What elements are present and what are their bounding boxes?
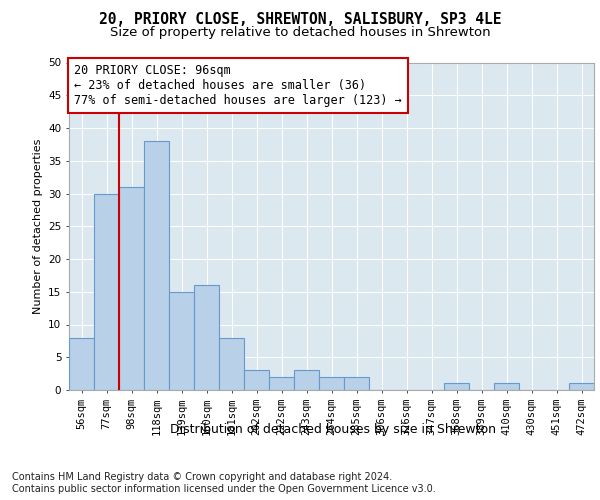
Text: Size of property relative to detached houses in Shrewton: Size of property relative to detached ho…	[110, 26, 490, 39]
Bar	[244, 370, 269, 390]
Bar	[219, 338, 244, 390]
Bar	[444, 384, 469, 390]
Text: 20, PRIORY CLOSE, SHREWTON, SALISBURY, SP3 4LE: 20, PRIORY CLOSE, SHREWTON, SALISBURY, S…	[99, 12, 501, 28]
Y-axis label: Number of detached properties: Number of detached properties	[32, 138, 43, 314]
Bar	[494, 384, 519, 390]
Bar	[269, 377, 294, 390]
Text: Distribution of detached houses by size in Shrewton: Distribution of detached houses by size …	[170, 422, 496, 436]
Text: Contains HM Land Registry data © Crown copyright and database right 2024.
Contai: Contains HM Land Registry data © Crown c…	[12, 472, 436, 494]
Bar	[344, 377, 369, 390]
Bar	[569, 384, 594, 390]
Bar	[319, 377, 344, 390]
Bar	[144, 141, 169, 390]
Bar	[294, 370, 319, 390]
Bar	[194, 285, 219, 390]
Bar	[169, 292, 194, 390]
Bar	[94, 194, 119, 390]
Bar	[119, 187, 144, 390]
Bar	[69, 338, 94, 390]
Text: 20 PRIORY CLOSE: 96sqm
← 23% of detached houses are smaller (36)
77% of semi-det: 20 PRIORY CLOSE: 96sqm ← 23% of detached…	[74, 64, 402, 107]
